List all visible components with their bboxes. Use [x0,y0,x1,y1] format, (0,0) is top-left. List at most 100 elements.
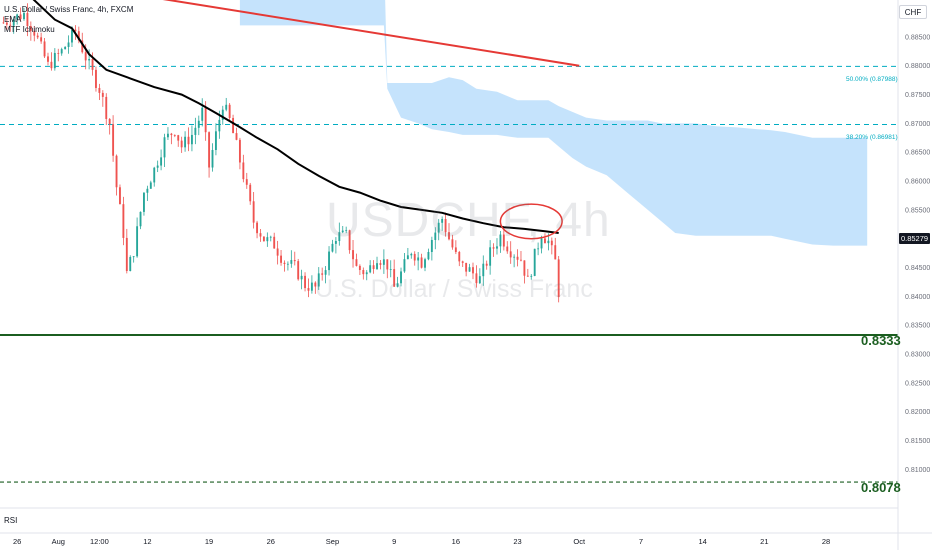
candle-body [167,133,169,138]
candle-body [259,233,262,237]
candle-body [297,261,300,280]
candle-body [252,201,255,223]
y-tick-label: 0.88000 [905,63,930,70]
candle-body [413,253,416,261]
candle-body [98,87,101,93]
fib-label-38: 38.20% (0.86981) [846,134,898,141]
support-level-label-1: 0.8333 [861,333,901,348]
candle-body [84,52,87,61]
candle-body [125,237,128,272]
candle-body [201,107,204,121]
candle-body [232,117,235,134]
candle-body [513,256,516,258]
candle-body [26,12,29,27]
candle-body [197,120,200,128]
candle-body [352,250,354,260]
candle-body [95,69,97,88]
candle-body [40,37,43,42]
candle-body [389,269,392,270]
candle-body [554,245,557,260]
candle-body [345,230,348,232]
candle-body [557,259,560,298]
candle-body [300,275,303,280]
candle-body [526,275,529,277]
candle-body [485,263,488,266]
candle-body [273,236,276,249]
legend-ichimoku[interactable]: MTF Ichimoku [4,25,55,34]
candle-body [16,14,19,20]
candle-body [437,222,440,233]
candle-body [235,133,238,140]
watermark-name: U.S. Dollar / Swiss Franc [315,275,593,303]
candle-body [365,272,368,275]
candle-body [9,24,12,26]
x-tick-label: Aug [52,537,65,546]
y-tick-label: 0.83500 [905,323,930,330]
candle-body [489,247,492,266]
candle-body [478,276,481,284]
candle-body [50,61,53,69]
candle-body [396,283,399,287]
candle-body [47,56,49,62]
x-tick-label: 23 [513,537,521,546]
candle-body [194,127,197,135]
currency-badge[interactable]: CHF [899,5,927,19]
candle-body [461,261,464,263]
candle-body [307,288,310,291]
candle-body [29,26,32,31]
support-level-label-2: 0.8078 [861,480,901,495]
candle-body [228,104,231,118]
legend-title[interactable]: U.S. Dollar / Swiss Franc, 4h, FXCM [4,5,134,14]
candle-body [406,255,409,260]
legend-ema[interactable]: EMA [4,15,22,24]
candle-body [410,253,413,256]
candle-body [324,270,327,275]
candle-body [496,246,498,249]
x-tick-label: 14 [698,537,706,546]
candle-body [221,109,224,120]
candle-body [355,259,358,266]
candle-body [211,149,214,168]
ema-line [32,0,559,234]
candle-body [53,52,56,69]
watermark-symbol: USDCHF, 4h [326,194,611,247]
candle-body [293,260,296,262]
candle-body [280,255,282,263]
candle-body [33,30,36,36]
y-tick-label: 0.87500 [905,92,930,99]
y-tick-label: 0.85500 [905,207,930,214]
candle-body [523,260,526,276]
candle-body [149,182,152,189]
candle-body [533,248,536,276]
candle-body [266,237,269,242]
candle-body [115,155,118,188]
candle-body [427,251,430,260]
candle-body [160,157,163,166]
candle-body [386,259,389,270]
candle-body [74,29,77,32]
candle-body [482,263,485,277]
candle-body [444,219,447,233]
candle-body [91,58,94,70]
candle-body [506,246,509,252]
candle-body [417,257,420,261]
candle-body [468,267,471,272]
candle-body [276,248,279,256]
candle-body [245,179,248,185]
x-tick-label: 26 [267,537,275,546]
x-tick-label: 12 [143,537,151,546]
candle-body [516,256,519,260]
candle-body [2,22,5,24]
candle-body [430,239,433,252]
candle-body [71,29,73,43]
resistance-trendline [162,0,580,67]
candle-body [170,133,173,136]
candle-body [146,188,149,193]
candle-body [550,240,553,246]
candle-body [310,282,313,291]
y-tick-label: 0.87000 [905,121,930,128]
candle-body [214,131,217,150]
candle-body [458,251,461,262]
